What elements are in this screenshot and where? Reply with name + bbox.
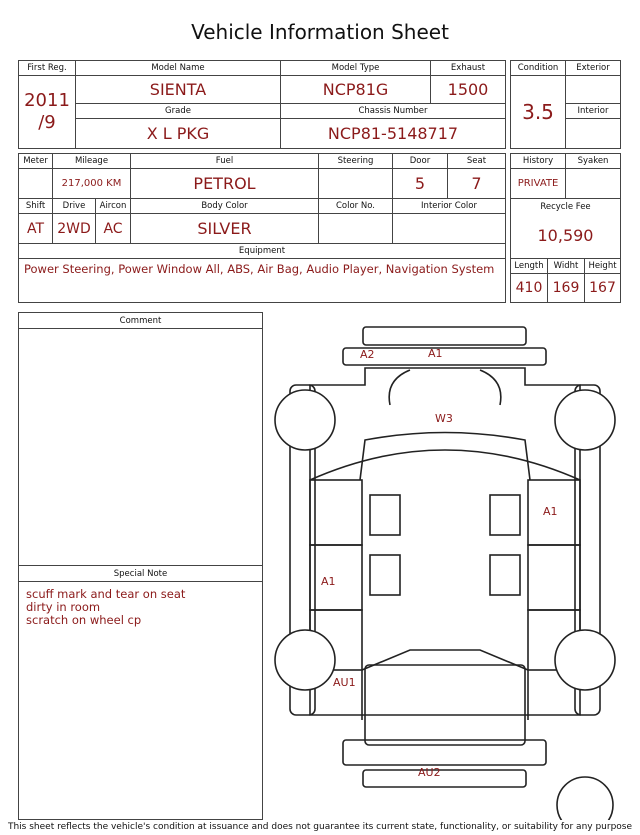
value: PRIVATE bbox=[510, 168, 566, 199]
value: AC bbox=[95, 213, 131, 244]
label: Model Name bbox=[75, 60, 281, 76]
label: Height bbox=[584, 258, 621, 274]
value: 217,000 KM bbox=[52, 168, 131, 199]
value: 167 bbox=[584, 273, 621, 303]
title: Vehicle Information Sheet bbox=[191, 20, 449, 44]
label: First Reg. bbox=[18, 60, 76, 76]
label: Recycle Fee bbox=[510, 198, 621, 214]
value: 1500 bbox=[430, 75, 506, 104]
label: Door bbox=[392, 153, 448, 169]
label: Interior bbox=[565, 103, 621, 119]
damage-mark: AU1 bbox=[333, 676, 356, 689]
label: Special Note bbox=[18, 565, 263, 582]
value: PETROL bbox=[130, 168, 319, 199]
cell bbox=[392, 213, 506, 244]
label: Body Color bbox=[130, 198, 319, 214]
value: 410 bbox=[510, 273, 548, 303]
cell bbox=[565, 75, 621, 104]
label: Exterior bbox=[565, 60, 621, 76]
value: AT bbox=[18, 213, 53, 244]
value: 10,590 bbox=[510, 213, 621, 259]
label: Fuel bbox=[130, 153, 319, 169]
label: Meter bbox=[18, 153, 53, 169]
car-diagram: A2 A1 W3 A1 A1 AU1 AU2 bbox=[274, 326, 616, 820]
label: Chassis Number bbox=[280, 103, 506, 119]
value: /9 bbox=[38, 112, 56, 133]
label: Equipment bbox=[18, 243, 506, 259]
label: Comment bbox=[18, 312, 263, 329]
value: 169 bbox=[547, 273, 585, 303]
label: Steering bbox=[318, 153, 393, 169]
label: Length bbox=[510, 258, 548, 274]
label: Aircon bbox=[95, 198, 131, 214]
value: 3.5 bbox=[510, 75, 566, 149]
damage-mark: A1 bbox=[321, 575, 336, 588]
label: Drive bbox=[52, 198, 96, 214]
damage-mark: W3 bbox=[435, 412, 453, 425]
note-box bbox=[18, 581, 263, 820]
label: Seat bbox=[447, 153, 506, 169]
damage-mark: AU2 bbox=[418, 766, 441, 779]
label: Color No. bbox=[318, 198, 393, 214]
label: Mileage bbox=[52, 153, 131, 169]
label: Shift bbox=[18, 198, 53, 214]
value: 5 bbox=[392, 168, 448, 199]
cell bbox=[18, 168, 53, 199]
label: History bbox=[510, 153, 566, 169]
comment-box bbox=[18, 328, 263, 566]
label: Model Type bbox=[280, 60, 431, 76]
value: SIENTA bbox=[75, 75, 281, 104]
value: X L PKG bbox=[75, 118, 281, 149]
cell bbox=[318, 168, 393, 199]
label: Interior Color bbox=[392, 198, 506, 214]
value: NCP81G bbox=[280, 75, 431, 104]
cell bbox=[565, 118, 621, 149]
value: Power Steering, Power Window All, ABS, A… bbox=[24, 262, 495, 276]
value: NCP81-5148717 bbox=[280, 118, 506, 149]
label: Widht bbox=[547, 258, 585, 274]
cell bbox=[565, 168, 621, 199]
cell bbox=[318, 213, 393, 244]
note-line: dirty in room bbox=[26, 600, 101, 614]
first-reg: 2011 /9 bbox=[18, 75, 76, 149]
note-line: scratch on wheel cp bbox=[26, 613, 142, 627]
cell: Power Steering, Power Window All, ABS, A… bbox=[18, 258, 506, 303]
value: 2011 bbox=[24, 90, 70, 111]
damage-mark: A1 bbox=[543, 505, 558, 518]
label: Condition bbox=[510, 60, 566, 76]
note-line: scuff mark and tear on seat bbox=[26, 587, 186, 601]
label: Syaken bbox=[565, 153, 621, 169]
footer: This sheet reflects the vehicle's condit… bbox=[7, 822, 633, 832]
value: 7 bbox=[447, 168, 506, 199]
value: SILVER bbox=[130, 213, 319, 244]
label: Exhaust bbox=[430, 60, 506, 76]
label: Grade bbox=[75, 103, 281, 119]
damage-mark: A1 bbox=[428, 347, 443, 360]
value: 2WD bbox=[52, 213, 96, 244]
damage-mark: A2 bbox=[360, 348, 375, 361]
